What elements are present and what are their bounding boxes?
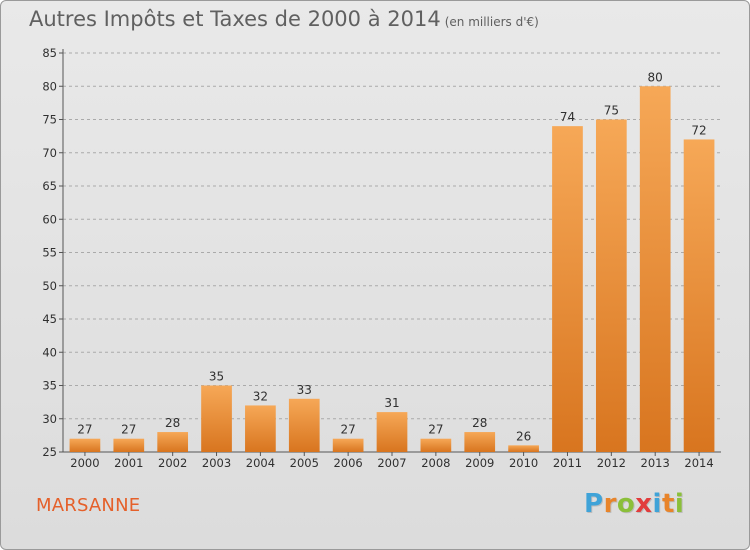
x-tick-label: 2010 — [509, 456, 538, 470]
x-tick-label: 2005 — [290, 456, 319, 470]
bar — [69, 438, 101, 452]
bar — [595, 119, 627, 452]
y-tick-label: 70 — [42, 146, 57, 160]
commune-name: MARSANNE — [36, 495, 141, 516]
y-tick-label: 45 — [42, 312, 57, 326]
data-label: 80 — [648, 70, 663, 84]
bar — [420, 438, 452, 452]
y-tick-label: 55 — [42, 246, 57, 260]
proxiti-logo[interactable]: Proxiti — [584, 489, 684, 519]
x-tick-label: 2013 — [641, 456, 670, 470]
logo-letter: o — [616, 489, 636, 519]
bar — [332, 438, 364, 452]
bar — [113, 438, 145, 452]
x-tick-label: 2009 — [465, 456, 494, 470]
data-label: 31 — [384, 396, 399, 410]
logo-letter: x — [635, 489, 653, 519]
y-tick-label: 60 — [42, 212, 57, 226]
x-tick-label: 2000 — [70, 456, 99, 470]
y-tick-label: 50 — [42, 279, 57, 293]
x-tick-label: 2004 — [246, 456, 275, 470]
data-label: 75 — [604, 104, 619, 118]
data-label: 32 — [253, 389, 268, 403]
y-tick-label: 85 — [42, 46, 57, 60]
data-label: 27 — [77, 423, 92, 437]
data-label: 26 — [516, 429, 531, 443]
data-label: 27 — [340, 423, 355, 437]
x-tick-label: 2003 — [202, 456, 231, 470]
bar — [508, 445, 539, 452]
y-tick-label: 40 — [42, 345, 57, 359]
logo-letter: t — [661, 489, 675, 519]
y-tick-label: 25 — [42, 445, 57, 459]
logo-letter: i — [674, 489, 685, 519]
bars — [69, 86, 715, 453]
data-label: 27 — [428, 423, 443, 437]
y-tick-label: 65 — [42, 179, 57, 193]
x-tick-label: 2006 — [333, 456, 362, 470]
bar — [464, 432, 496, 452]
x-tick-label: 2002 — [158, 456, 187, 470]
data-labels: 27 27 28 35 32 33 27 31 27 28 26 74 75 80 72 — [77, 70, 706, 443]
chart-title-text: Autres Impôts et Taxes de 2000 à 2014 — [29, 7, 441, 31]
x-tick-label: 2007 — [377, 456, 406, 470]
logo-letter: P — [584, 489, 604, 519]
x-tick-label: 2012 — [597, 456, 626, 470]
y-tick-label: 80 — [42, 79, 57, 93]
logo-letter: i — [652, 489, 662, 519]
x-tick-label: 2011 — [553, 456, 582, 470]
bar — [639, 86, 671, 452]
data-label: 33 — [297, 383, 312, 397]
data-label: 27 — [121, 423, 136, 437]
bar — [288, 398, 320, 452]
x-tick-label: 2014 — [684, 456, 713, 470]
y-tick-label: 75 — [42, 113, 57, 127]
data-label: 35 — [209, 370, 224, 384]
bar — [245, 405, 276, 452]
data-label: 72 — [691, 123, 706, 137]
chart-title: Autres Impôts et Taxes de 2000 à 2014 (en… — [29, 7, 539, 31]
y-tick-label: 30 — [42, 412, 57, 426]
bar — [157, 432, 189, 452]
bar — [376, 412, 408, 452]
bar — [552, 126, 583, 453]
data-label: 28 — [165, 416, 180, 430]
chart-subtitle: (en milliers d'€) — [444, 15, 539, 29]
x-tick-label: 2008 — [421, 456, 450, 470]
x-tick-label: 2001 — [114, 456, 143, 470]
bar — [683, 139, 715, 452]
data-label: 74 — [560, 110, 575, 124]
data-label: 28 — [472, 416, 487, 430]
bar — [201, 385, 232, 452]
logo-letter: r — [603, 489, 617, 519]
y-tick-label: 35 — [42, 379, 57, 393]
